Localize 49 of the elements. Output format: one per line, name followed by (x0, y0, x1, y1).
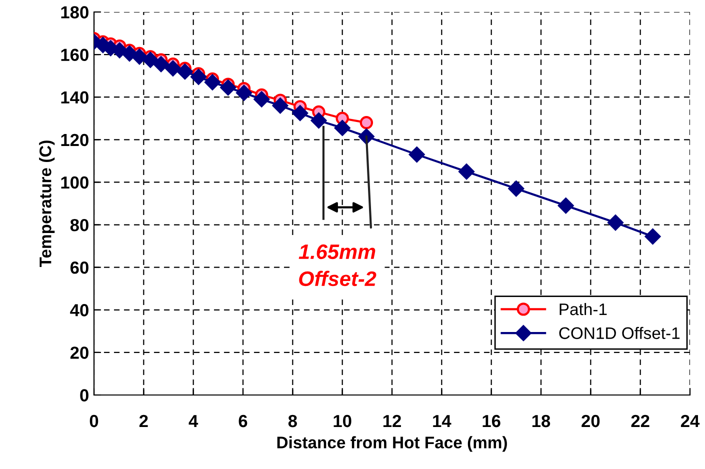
x-tick-label: 0 (90, 414, 98, 428)
x-axis-title: Distance from Hot Face (mm) (277, 436, 507, 452)
y-tick-label: 0 (80, 389, 88, 402)
y-tick-label: 100 (61, 176, 88, 189)
x-tick-label: 20 (582, 414, 600, 428)
x-tick-label: 16 (482, 414, 500, 428)
point (165, 60, 181, 76)
x-tick-label: 4 (188, 415, 198, 428)
point (236, 84, 252, 101)
point (558, 198, 574, 214)
point (190, 68, 206, 85)
y-tick-label: 80 (70, 218, 88, 232)
point (272, 98, 288, 114)
x-tick-label: 8 (288, 414, 297, 428)
y-tick-label: 140 (61, 91, 88, 104)
y-axis-title: Temperature (C) (39, 140, 55, 268)
y-tick-label: 160 (61, 48, 88, 62)
point (220, 80, 236, 96)
point (153, 56, 169, 72)
point (292, 105, 308, 121)
legend-label: CON1D Offset-1 (559, 326, 680, 340)
point (508, 180, 524, 197)
x-tick-label: 12 (383, 414, 401, 428)
y-tick-label: 60 (70, 262, 88, 274)
y-tick-label: 180 (61, 6, 88, 18)
point (608, 214, 624, 231)
y-tick-label: 40 (70, 304, 88, 316)
point (176, 64, 193, 80)
legend-label: Path-1 (560, 302, 607, 316)
x-tick-label: 2 (139, 414, 148, 428)
x-tick-label: 18 (532, 414, 550, 428)
x-tick-label: 22 (631, 414, 650, 428)
point (334, 120, 350, 136)
point (360, 116, 374, 130)
annotation: 1.65mm Offset-2 (298, 244, 376, 286)
point (408, 146, 425, 162)
x-tick-label: 6 (238, 414, 248, 428)
point (644, 228, 661, 244)
point (204, 74, 220, 90)
point (458, 164, 474, 180)
point (142, 52, 158, 68)
y-tick-label: 120 (61, 134, 88, 146)
point (132, 48, 148, 65)
x-tick-label: 24 (680, 414, 700, 428)
y-tick-label: 20 (70, 346, 88, 359)
x-tick-label: 14 (433, 415, 452, 428)
point (310, 112, 327, 128)
point (254, 91, 270, 108)
x-tick-label: 10 (334, 414, 352, 428)
